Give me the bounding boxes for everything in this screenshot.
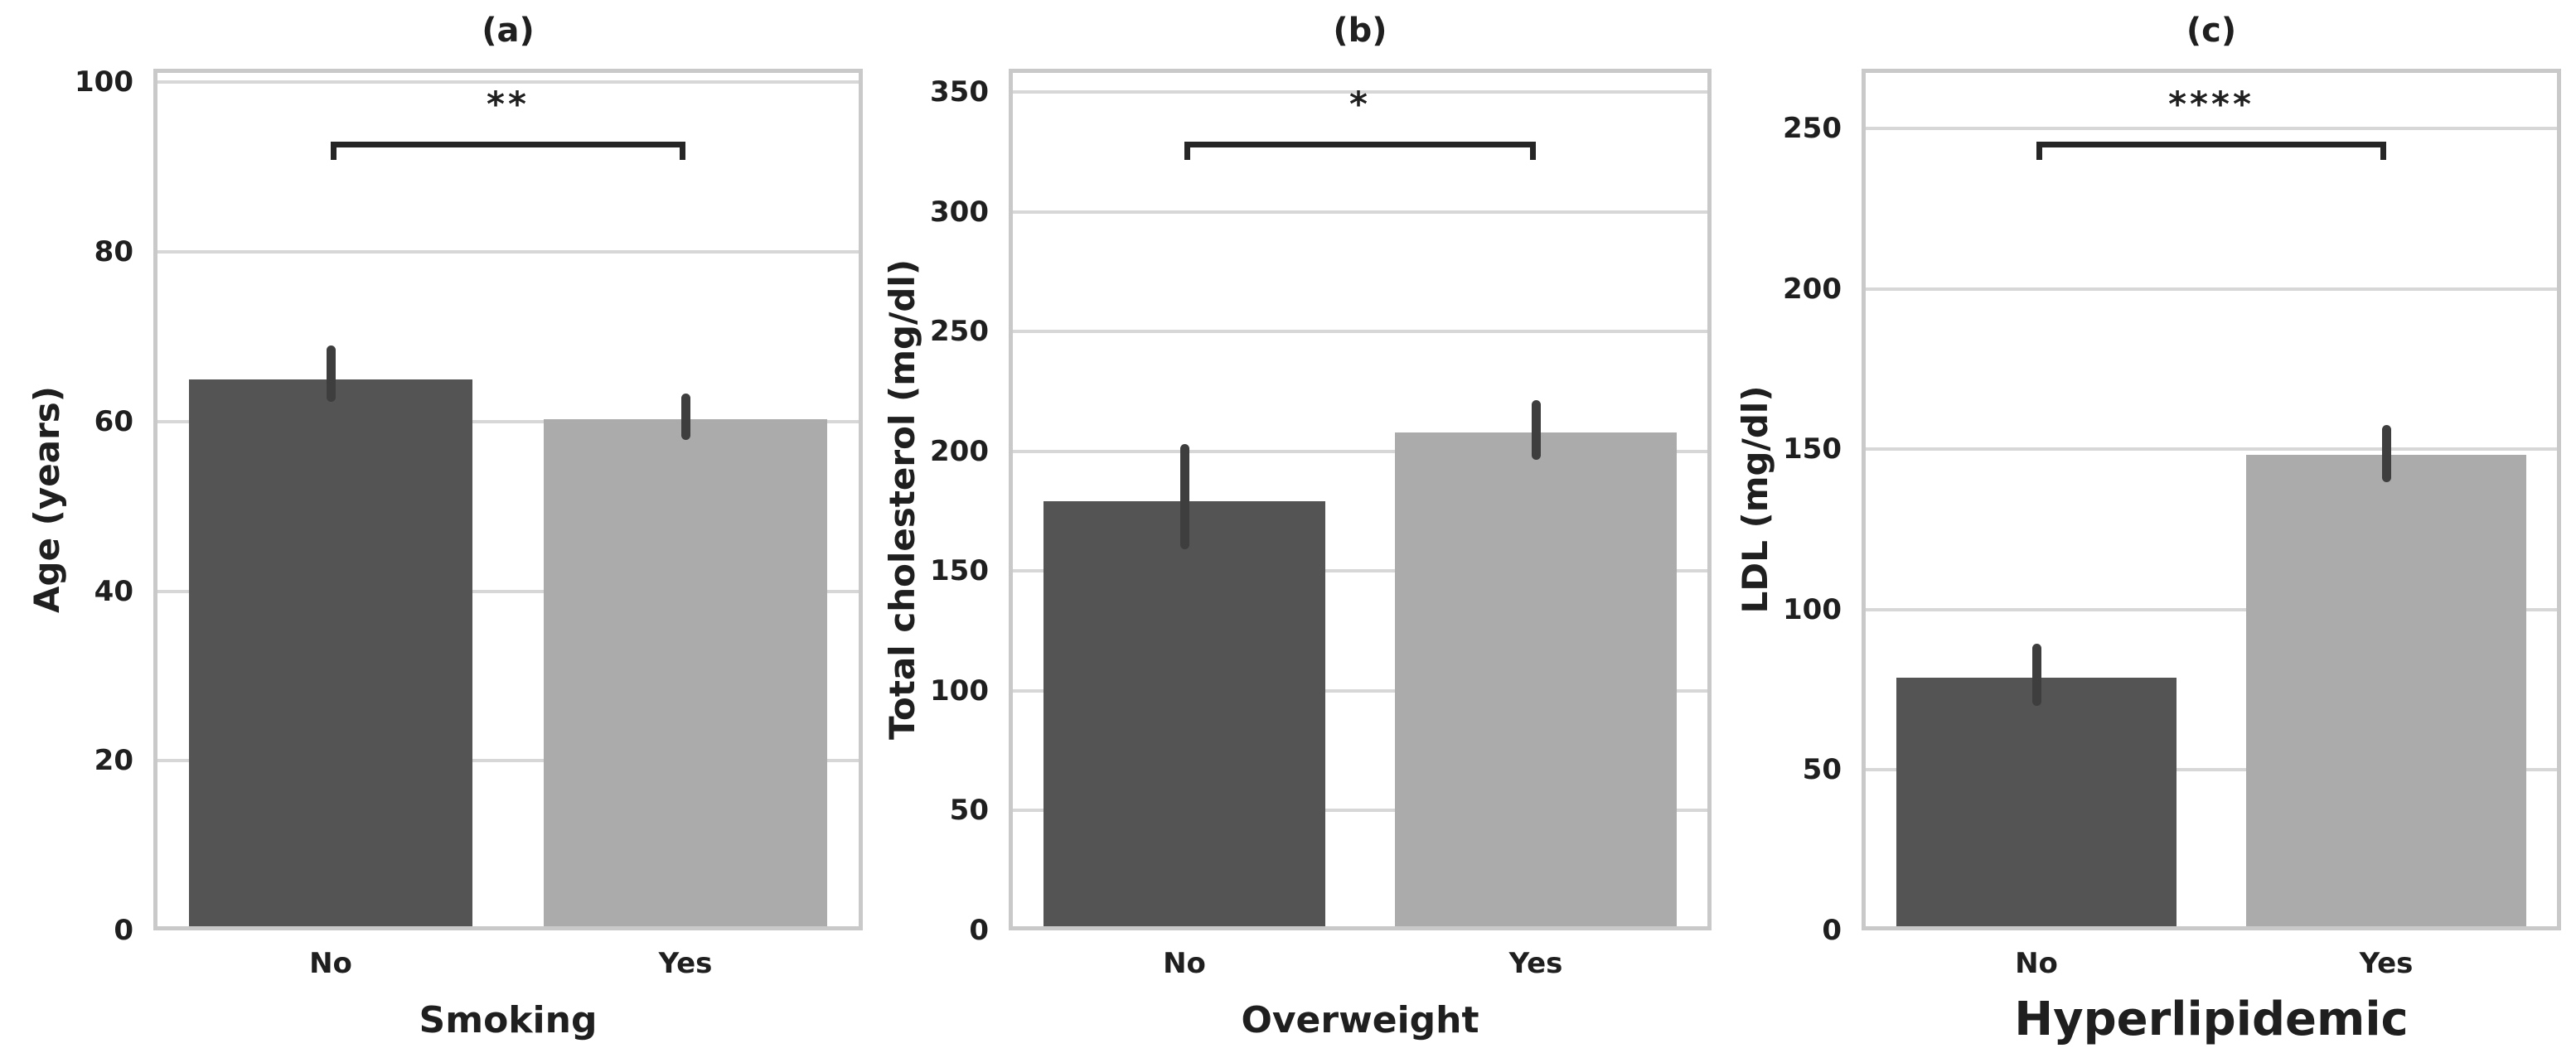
gridline <box>1009 330 1712 334</box>
axis-spine <box>1862 69 2561 73</box>
axis-spine <box>153 926 863 930</box>
gridline <box>153 419 863 423</box>
y-tick-label: 100 <box>1783 592 1842 626</box>
y-tick-label: 0 <box>114 914 133 947</box>
axis-spine <box>1009 926 1712 930</box>
y-tick-label: 100 <box>75 65 133 99</box>
gridline <box>1009 90 1712 94</box>
bar-no <box>1896 677 2177 930</box>
gridline <box>1862 607 2561 611</box>
y-tick-label: 0 <box>969 914 989 947</box>
x-tick-label: No <box>309 947 352 980</box>
y-tick-label: 60 <box>94 404 133 438</box>
error-bar <box>326 345 336 403</box>
y-tick-label: 250 <box>1783 112 1842 146</box>
significance-bracket <box>2036 142 2386 160</box>
gridline <box>153 589 863 593</box>
bar-yes <box>1395 432 1677 930</box>
panel-c: (c) LDL (mg/dl) **** 0 50 100 150 200 250 No Ye… <box>1735 12 2561 1046</box>
x-tick-label: Yes <box>1508 947 1563 980</box>
y-tick-label: 200 <box>930 434 989 468</box>
y-tick-label: 300 <box>930 195 989 229</box>
y-tick-label: 50 <box>1802 753 1842 787</box>
plot-area-b: * 0 50 100 150 200 250 300 350 No Yes <box>930 69 1712 980</box>
axis-spine <box>1009 69 1712 73</box>
x-axis-label-hyperlipidemic: Hyperlipidemic <box>2014 993 2409 1046</box>
gridline <box>1862 447 2561 452</box>
x-tick-label: Yes <box>2359 947 2414 980</box>
significance-label: **** <box>2168 84 2254 124</box>
gridline <box>1009 809 1712 813</box>
panel-c-title: (c) <box>2186 12 2237 50</box>
y-tick-label: 150 <box>930 554 989 588</box>
x-tick-label: No <box>1163 947 1206 980</box>
panel-a-title: (a) <box>482 12 535 50</box>
axis-spine <box>1862 926 2561 930</box>
y-tick-label: 40 <box>94 574 133 608</box>
panel-b: (b) Total cholesterol (mg/dl) * 0 50 100 15… <box>882 12 1712 1041</box>
significance-label: ** <box>487 84 530 124</box>
gridline <box>1009 449 1712 453</box>
error-bar <box>2031 643 2041 706</box>
gridline <box>153 80 863 85</box>
bar-yes <box>543 418 828 930</box>
error-bar <box>680 394 690 441</box>
panel-a: (a) Age (years) ** 0 20 40 60 80 100 No Yes Smo… <box>27 12 863 1041</box>
axis-spine <box>1862 69 1866 930</box>
y-tick-label: 200 <box>1783 272 1842 306</box>
x-tick-label: Yes <box>658 947 713 980</box>
plot-area-c: **** 0 50 100 150 200 250 No Yes <box>1783 69 2561 980</box>
gridline <box>153 759 863 763</box>
axis-spine <box>1009 69 1013 930</box>
y-tick-label: 50 <box>949 794 989 828</box>
bar-no <box>1043 501 1325 930</box>
bar-yes <box>2246 455 2526 930</box>
significance-bracket <box>1184 142 1536 160</box>
gridline <box>1862 127 2561 131</box>
plot-area-a: ** 0 20 40 60 80 100 No Yes <box>75 68 863 980</box>
gridline <box>153 250 863 254</box>
axis-spine <box>859 69 863 930</box>
y-tick-label: 100 <box>930 674 989 708</box>
error-bar <box>2381 425 2391 483</box>
axis-spine <box>1707 69 1712 930</box>
x-axis-label-smoking: Smoking <box>419 999 598 1041</box>
y-tick-label: 150 <box>1783 432 1842 466</box>
x-axis-label-overweight: Overweight <box>1241 999 1479 1041</box>
y-tick-label: 80 <box>94 235 133 269</box>
axis-spine <box>153 69 863 73</box>
error-bar <box>1531 399 1541 460</box>
gridline <box>1862 287 2561 291</box>
gridline <box>1009 569 1712 573</box>
y-tick-label: 350 <box>930 75 989 109</box>
gridline <box>1009 210 1712 214</box>
bar-no <box>188 379 473 930</box>
y-tick-label: 20 <box>94 744 133 778</box>
y-tick-label: 250 <box>930 315 989 349</box>
axis-spine <box>2557 69 2561 930</box>
significance-bracket <box>331 142 685 160</box>
gridline <box>1009 688 1712 693</box>
x-tick-label: No <box>2015 947 2058 980</box>
panel-b-title: (b) <box>1333 12 1387 50</box>
gridline <box>1862 768 2561 772</box>
axis-spine <box>153 69 157 930</box>
significance-label: * <box>1349 84 1371 124</box>
y-tick-label: 0 <box>1822 914 1842 947</box>
error-bar <box>1179 444 1189 550</box>
